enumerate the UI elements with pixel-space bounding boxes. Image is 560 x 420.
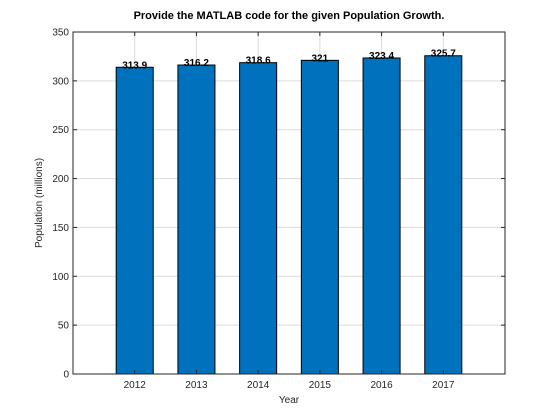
x-tick-label: 2013: [185, 380, 208, 391]
bar: [115, 66, 154, 375]
y-tick-label: 250: [52, 125, 69, 136]
axes-box: [72, 31, 506, 375]
bar: [300, 59, 339, 375]
data-label: 325.7: [431, 49, 456, 60]
chart-title: Provide the MATLAB code for the given Po…: [134, 10, 445, 22]
x-tick-label: 2012: [124, 380, 147, 391]
data-label: 313.9: [122, 60, 147, 71]
data-label: 316.2: [184, 58, 209, 69]
x-axis-label: Year: [279, 395, 300, 406]
y-tick-label: 300: [52, 76, 69, 87]
y-tick-label: 350: [52, 28, 69, 39]
bars: [115, 55, 463, 375]
data-labels: 313.9 316.2 318.6 321 323.4 325.7: [122, 49, 456, 72]
data-label: 323.4: [369, 51, 394, 62]
bar: [177, 64, 216, 375]
y-axis-label: Population (millions): [34, 158, 45, 248]
y-tick-label: 150: [52, 223, 69, 234]
y-tick-label: 50: [58, 321, 70, 332]
data-label: 321: [312, 53, 329, 64]
x-tick-label: 2017: [432, 380, 455, 391]
y-tick-label: 100: [52, 272, 69, 283]
bar: [239, 62, 278, 375]
x-tick-label: 2014: [247, 380, 270, 391]
data-label: 318.6: [246, 56, 271, 67]
x-tick-label: 2015: [309, 380, 332, 391]
x-tick-label: 2016: [370, 380, 393, 391]
y-tick-label: 0: [63, 370, 69, 381]
axis-ticks: 0 50 100 150 200 250 300 350 2012 2013 2014 2015 201…: [52, 28, 505, 391]
bar: [424, 55, 463, 375]
y-tick-label: 200: [52, 174, 69, 185]
bar: [362, 57, 401, 375]
